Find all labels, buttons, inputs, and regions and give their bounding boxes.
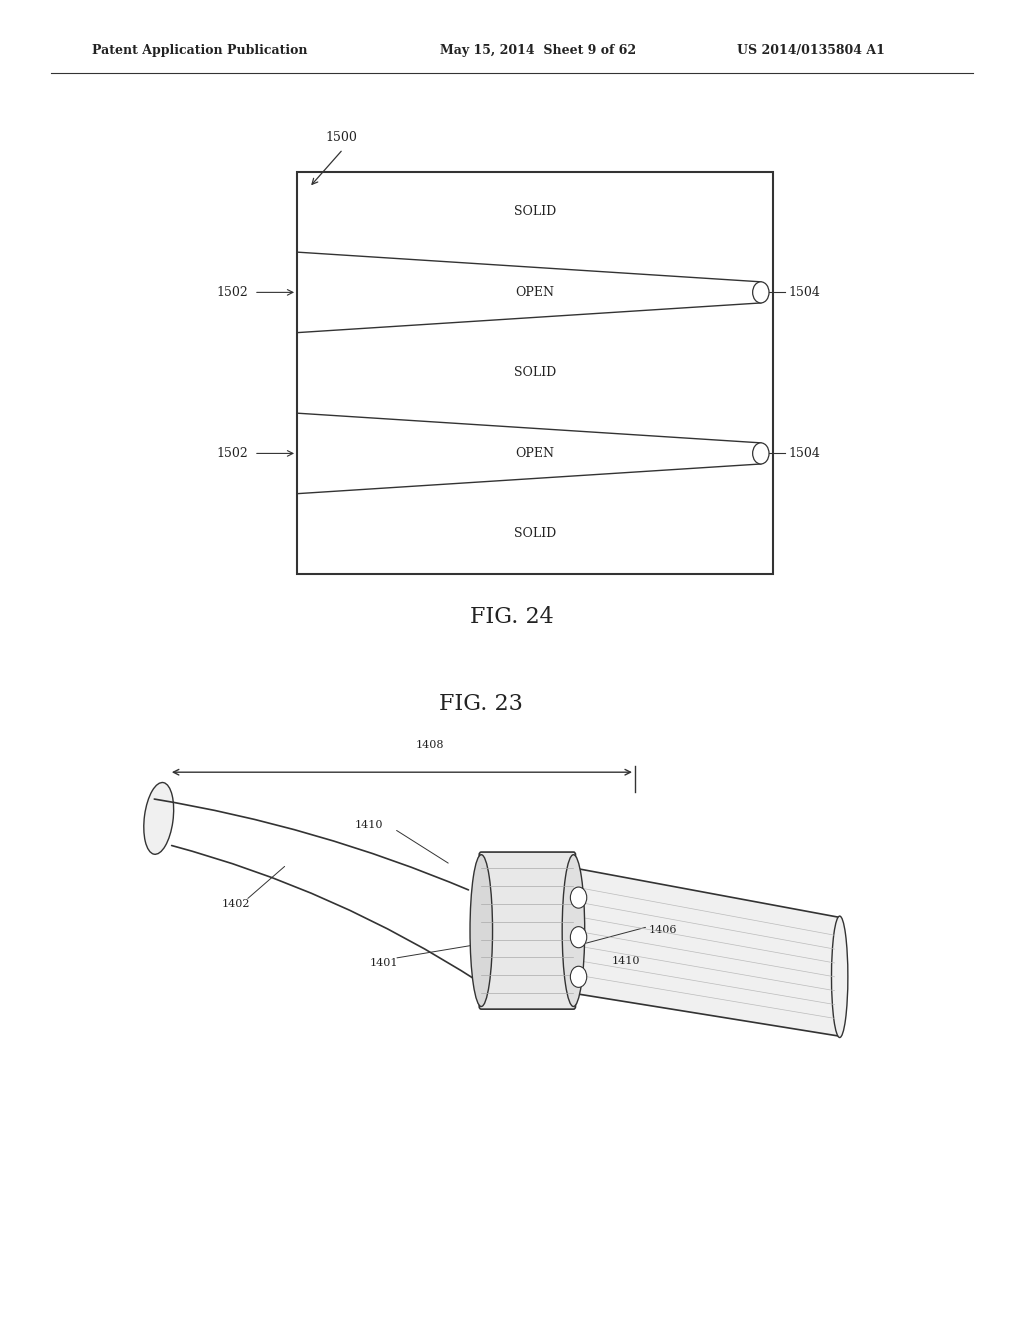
Text: 1504: 1504 — [788, 447, 820, 459]
Text: 1402: 1402 — [221, 899, 250, 909]
Text: 1500: 1500 — [326, 131, 357, 144]
Text: 1410: 1410 — [611, 956, 640, 966]
Text: May 15, 2014  Sheet 9 of 62: May 15, 2014 Sheet 9 of 62 — [440, 44, 637, 57]
Text: OPEN: OPEN — [515, 286, 555, 298]
Circle shape — [753, 444, 769, 465]
Text: OPEN: OPEN — [515, 447, 555, 459]
Text: SOLID: SOLID — [514, 206, 556, 218]
FancyBboxPatch shape — [479, 853, 575, 1010]
Circle shape — [570, 966, 587, 987]
Text: FIG. 24: FIG. 24 — [470, 606, 554, 628]
Bar — [297, 172, 773, 574]
Text: 1401: 1401 — [370, 958, 398, 969]
Text: US 2014/0135804 A1: US 2014/0135804 A1 — [737, 44, 885, 57]
Text: FIG. 23: FIG. 23 — [439, 693, 523, 715]
Text: 1502: 1502 — [216, 286, 248, 298]
Text: 1410: 1410 — [354, 820, 383, 830]
Text: 1502: 1502 — [216, 447, 248, 459]
Circle shape — [570, 927, 587, 948]
Polygon shape — [568, 869, 840, 1036]
Ellipse shape — [470, 855, 493, 1006]
Text: SOLID: SOLID — [514, 367, 556, 379]
Text: 1400: 1400 — [493, 979, 521, 990]
Text: 1408: 1408 — [416, 741, 444, 751]
Text: 1504: 1504 — [788, 286, 820, 298]
Ellipse shape — [143, 783, 174, 854]
Text: 1406: 1406 — [648, 925, 677, 936]
Text: Patent Application Publication: Patent Application Publication — [92, 44, 307, 57]
Ellipse shape — [562, 855, 585, 1006]
Ellipse shape — [831, 916, 848, 1038]
Text: SOLID: SOLID — [514, 528, 556, 540]
Text: 1404: 1404 — [536, 991, 564, 1002]
Circle shape — [570, 887, 587, 908]
Circle shape — [753, 282, 769, 304]
